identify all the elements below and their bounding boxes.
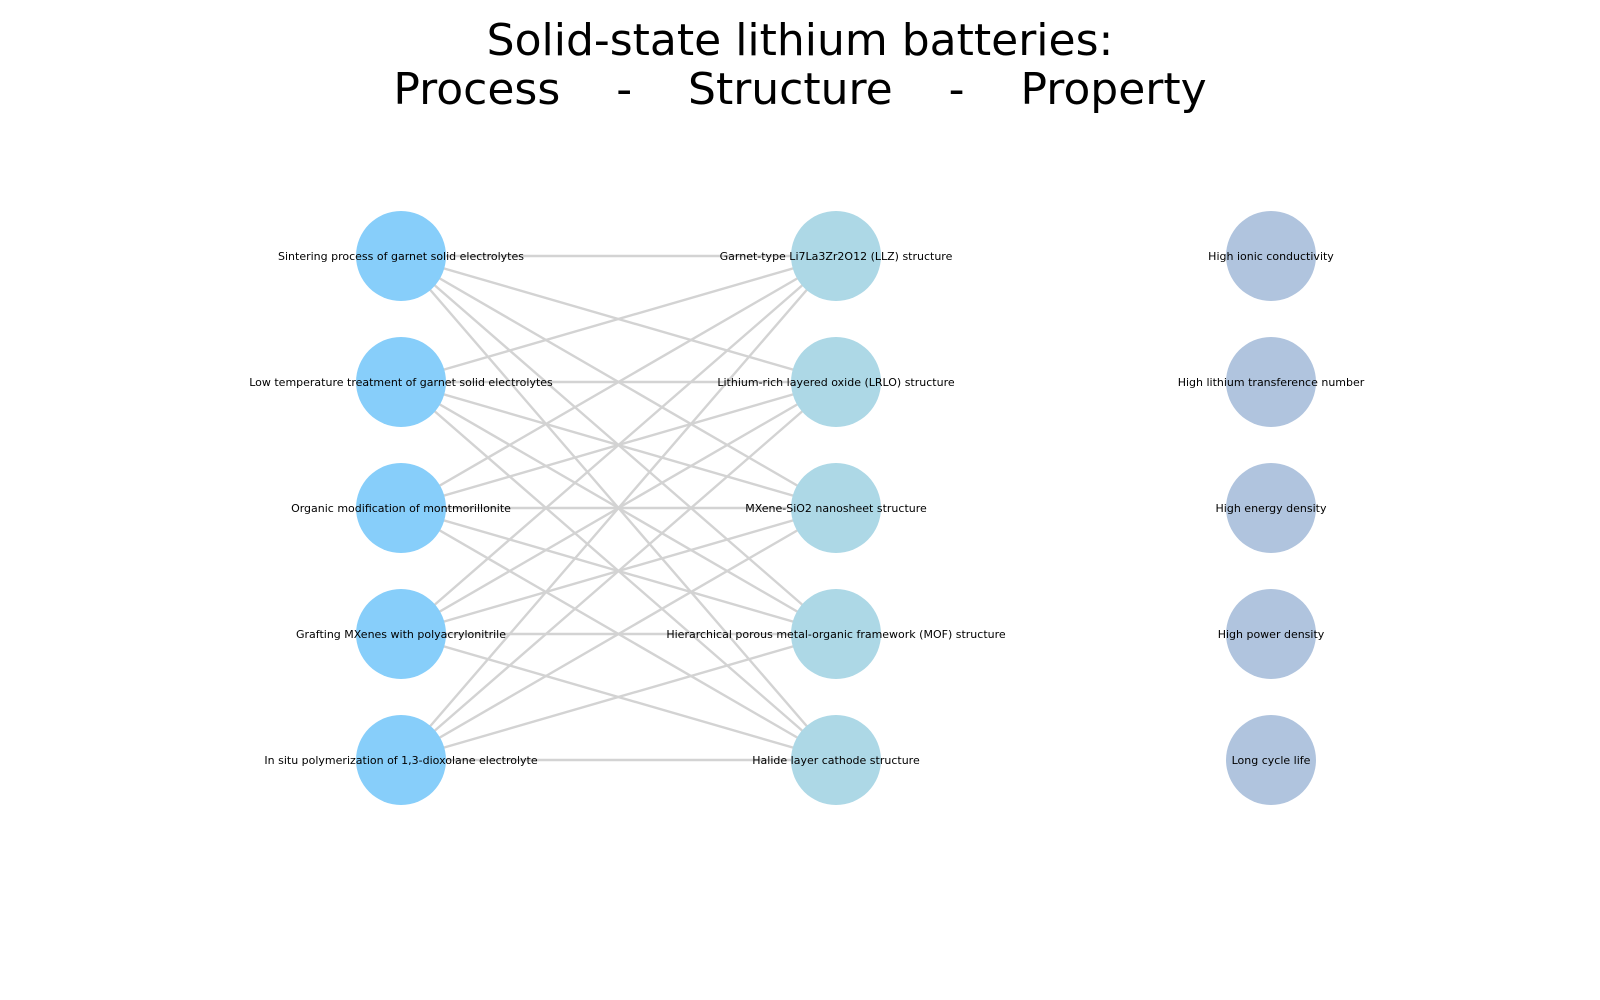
process-node-label-2: Organic modification of montmorillonite [291,502,511,515]
title-line-2: Process - Structure - Property [393,64,1206,115]
title-line-1: Solid-state lithium batteries: [487,15,1114,66]
property-node-label-2: High energy density [1216,502,1327,515]
property-node-label-4: Long cycle life [1232,754,1311,767]
structure-node-0 [791,211,881,301]
property-node-2 [1226,463,1316,553]
structure-node-1 [791,337,881,427]
structure-node-label-1: Lithium-rich layered oxide (LRLO) struct… [717,376,954,389]
structure-node-label-4: Halide layer cathode structure [752,754,920,767]
edge-process-2-structure-0 [400,254,837,510]
process-node-3 [356,589,446,679]
structure-node-3 [791,589,881,679]
property-node-0 [1226,211,1316,301]
edge-process-1-structure-0 [400,254,837,384]
structure-node-label-0: Garnet-type Li7La3Zr2O12 (LLZ) structure [720,250,953,263]
process-node-1 [356,337,446,427]
property-node-label-0: High ionic conductivity [1208,250,1334,263]
process-node-label-0: Sintering process of garnet solid electr… [278,250,524,263]
labels-layer: Sintering process of garnet solid electr… [249,250,1365,767]
process-node-label-3: Grafting MXenes with polyacrylonitrile [296,628,506,641]
process-node-label-1: Low temperature treatment of garnet soli… [249,376,553,389]
property-node-label-3: High power density [1218,628,1325,641]
edges-layer [400,254,837,762]
edge-process-4-structure-2 [400,506,837,762]
edge-process-4-structure-3 [400,632,837,762]
process-node-2 [356,463,446,553]
diagram-title: Solid-state lithium batteries: Process -… [393,15,1206,115]
process-node-0 [356,211,446,301]
property-node-1 [1226,337,1316,427]
structure-node-label-2: MXene-SiO2 nanosheet structure [745,502,927,515]
structure-node-label-3: Hierarchical porous metal-organic framew… [666,628,1006,641]
structure-node-4 [791,715,881,805]
edge-process-4-structure-0 [400,255,837,761]
process-node-4 [356,715,446,805]
process-node-label-4: In situ polymerization of 1,3-dioxolane … [264,754,537,767]
property-node-3 [1226,589,1316,679]
property-node-label-1: High lithium transference number [1178,376,1365,389]
nodes-layer [356,211,1316,805]
edge-process-3-structure-0 [400,255,837,635]
edge-process-4-structure-1 [400,381,837,761]
structure-node-2 [791,463,881,553]
property-node-4 [1226,715,1316,805]
